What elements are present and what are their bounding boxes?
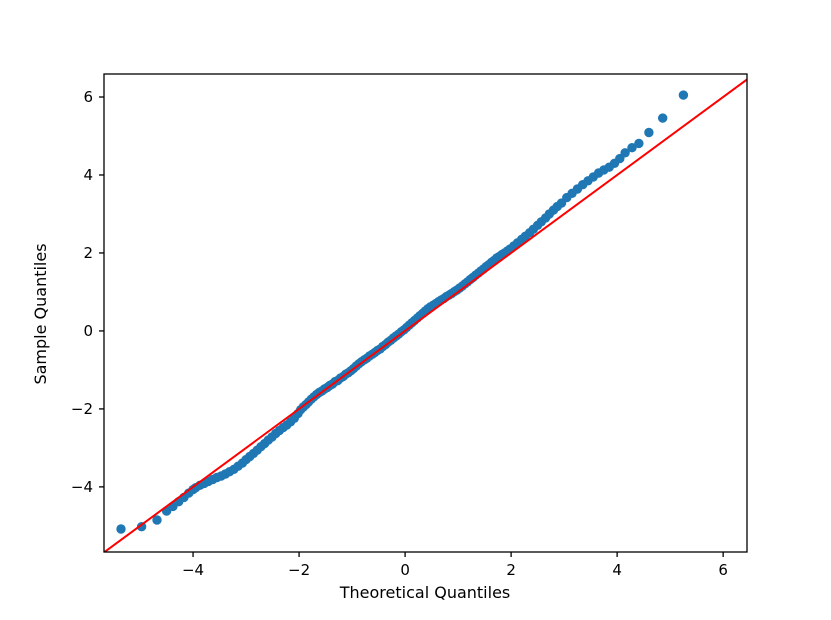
y-tick-label: 4: [83, 166, 93, 184]
data-point: [634, 138, 644, 149]
x-axis-label: Theoretical Quantiles: [339, 583, 511, 602]
data-point: [627, 143, 637, 153]
x-tick-label: 2: [506, 561, 516, 579]
y-tick-label: 0: [83, 322, 93, 340]
data-point: [678, 90, 689, 100]
y-tick-label: 2: [83, 244, 93, 262]
data-point: [658, 113, 668, 123]
data-point: [644, 127, 654, 138]
data-point: [152, 515, 162, 525]
data-point: [116, 524, 126, 534]
axes-border: [103, 73, 748, 553]
x-tick-label: 6: [718, 561, 728, 579]
reference-line: [104, 78, 747, 552]
ticks-group: −4 −2 0 2 4 6 6 4 2 0 −2 −4: [71, 88, 728, 579]
x-tick-label: 0: [400, 561, 410, 579]
x-tick-label: −4: [182, 561, 204, 579]
y-tick-label: −4: [71, 478, 93, 496]
y-tick-label: 6: [83, 88, 93, 106]
y-tick-label: −2: [71, 400, 93, 418]
data-point: [620, 148, 630, 158]
data-point: [136, 522, 147, 532]
y-axis-label: Sample Quantiles: [31, 243, 50, 384]
x-tick-label: −2: [288, 561, 310, 579]
reference-line-group: [104, 78, 747, 552]
x-tick-label: 4: [612, 561, 622, 579]
